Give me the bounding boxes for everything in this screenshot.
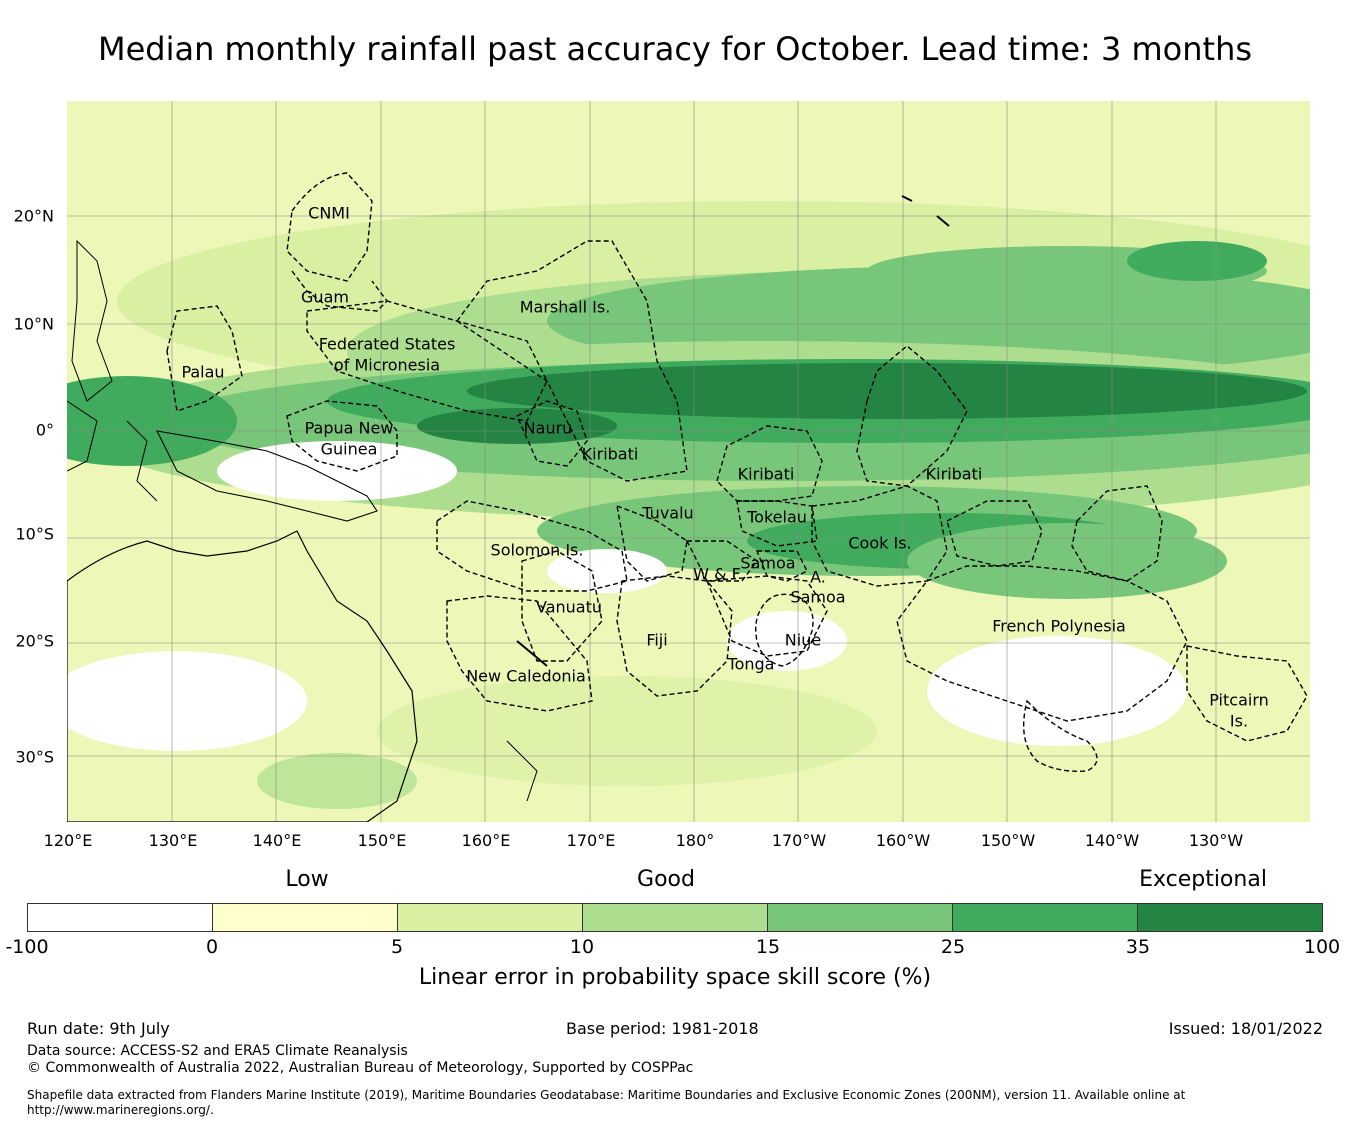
region-label-kiribati-east: Kiribati bbox=[925, 464, 983, 484]
legend-category-good: Good bbox=[637, 867, 695, 892]
colorbar-tick: 15 bbox=[755, 936, 781, 958]
lat-label: 20°S bbox=[15, 631, 54, 651]
lon-label: 140°W bbox=[1084, 831, 1140, 850]
colorbar-segment bbox=[768, 904, 953, 931]
colorbar-segment bbox=[213, 904, 398, 931]
credit-url[interactable]: http://www.marineregions.org/. bbox=[27, 1103, 214, 1117]
region-label-marshall: Marshall Is. bbox=[519, 297, 611, 317]
legend-category-low: Low bbox=[285, 867, 329, 892]
region-label-niue: Niue bbox=[784, 630, 822, 650]
region-label-tokelau: Tokelau bbox=[747, 507, 807, 527]
region-label-french-polynesia: French Polynesia bbox=[992, 616, 1126, 636]
region-label-pitcairn: Pitcairn bbox=[1209, 690, 1269, 710]
colorbar-tick: 5 bbox=[390, 936, 404, 958]
copyright: © Commonwealth of Australia 2022, Austra… bbox=[27, 1060, 694, 1076]
base-period: Base period: 1981-2018 bbox=[566, 1019, 759, 1038]
region-label-solomon: Solomon Is. bbox=[490, 540, 584, 560]
region-label-nauru: Nauru bbox=[523, 418, 573, 438]
lon-label: 150°W bbox=[980, 831, 1036, 850]
chart-title: Median monthly rainfall past accuracy fo… bbox=[97, 30, 1253, 68]
colorbar-segment bbox=[28, 904, 213, 931]
colorbar-tick: 10 bbox=[569, 936, 595, 958]
colorbar-tick: 25 bbox=[940, 936, 966, 958]
lon-label: 180° bbox=[675, 831, 715, 850]
region-label-fsm: of Micronesia bbox=[333, 355, 441, 375]
lat-label: 30°S bbox=[15, 747, 54, 767]
lon-label: 160°E bbox=[461, 831, 511, 850]
lat-label: 20°N bbox=[13, 206, 54, 226]
region-label-american-samoa: Samoa bbox=[790, 587, 846, 607]
colorbar-segment bbox=[953, 904, 1138, 931]
lon-label: 140°E bbox=[252, 831, 302, 850]
colorbar-tick: -100 bbox=[5, 936, 49, 958]
map-canvas bbox=[67, 101, 1310, 822]
legend-category-exceptional: Exceptional bbox=[1139, 867, 1267, 892]
region-label-kiribati-central: Kiribati bbox=[737, 464, 795, 484]
region-label-wallis-futuna: W & F bbox=[693, 564, 741, 584]
colorbar-tick: 35 bbox=[1125, 936, 1151, 958]
colorbar-tick: 0 bbox=[205, 936, 219, 958]
run-date: Run date: 9th July bbox=[27, 1019, 170, 1038]
region-label-vanuatu: Vanuatu bbox=[535, 597, 603, 617]
colorbar-segment bbox=[583, 904, 768, 931]
region-label-samoa: Samoa bbox=[740, 553, 796, 573]
colorbar-tick: 100 bbox=[1303, 936, 1341, 958]
lon-label: 150°E bbox=[357, 831, 407, 850]
colorbar-segment bbox=[398, 904, 583, 931]
colorbar bbox=[27, 903, 1323, 932]
region-label-tuvalu: Tuvalu bbox=[642, 503, 694, 523]
lat-label: 10°N bbox=[13, 314, 54, 334]
lon-label: 130°E bbox=[148, 831, 198, 850]
data-source: Data source: ACCESS-S2 and ERA5 Climate … bbox=[27, 1043, 408, 1059]
shapefile-credit: Shapefile data extracted from Flanders M… bbox=[27, 1088, 1186, 1102]
lon-label: 120°E bbox=[43, 831, 93, 850]
region-label-tonga: Tonga bbox=[727, 654, 775, 674]
region-label-cook: Cook Is. bbox=[848, 533, 912, 553]
lon-label: 130°W bbox=[1188, 831, 1244, 850]
lat-label: 10°S bbox=[15, 524, 54, 544]
region-label-cnmi: CNMI bbox=[308, 203, 350, 223]
region-label-american-samoa: A. bbox=[810, 567, 826, 587]
issued-date: Issued: 18/01/2022 bbox=[1168, 1019, 1323, 1038]
skill-map bbox=[67, 101, 1310, 822]
region-label-palau: Palau bbox=[181, 362, 225, 382]
lat-label: 0° bbox=[35, 420, 54, 440]
colorbar-segment bbox=[1138, 904, 1322, 931]
colorbar-title: Linear error in probability space skill … bbox=[418, 965, 932, 990]
region-label-guam: Guam bbox=[301, 287, 349, 307]
region-label-pitcairn: Is. bbox=[1229, 711, 1249, 731]
region-label-kiribati-west: Kiribati bbox=[581, 444, 639, 464]
region-label-png: Papua New bbox=[304, 418, 394, 438]
region-label-png: Guinea bbox=[320, 439, 378, 459]
region-label-fsm: Federated States bbox=[318, 334, 456, 354]
lon-label: 160°W bbox=[875, 831, 931, 850]
region-label-fiji: Fiji bbox=[646, 630, 668, 650]
region-label-new-caledonia: New Caledonia bbox=[466, 666, 586, 686]
lon-label: 170°W bbox=[771, 831, 827, 850]
lon-label: 170°E bbox=[566, 831, 616, 850]
